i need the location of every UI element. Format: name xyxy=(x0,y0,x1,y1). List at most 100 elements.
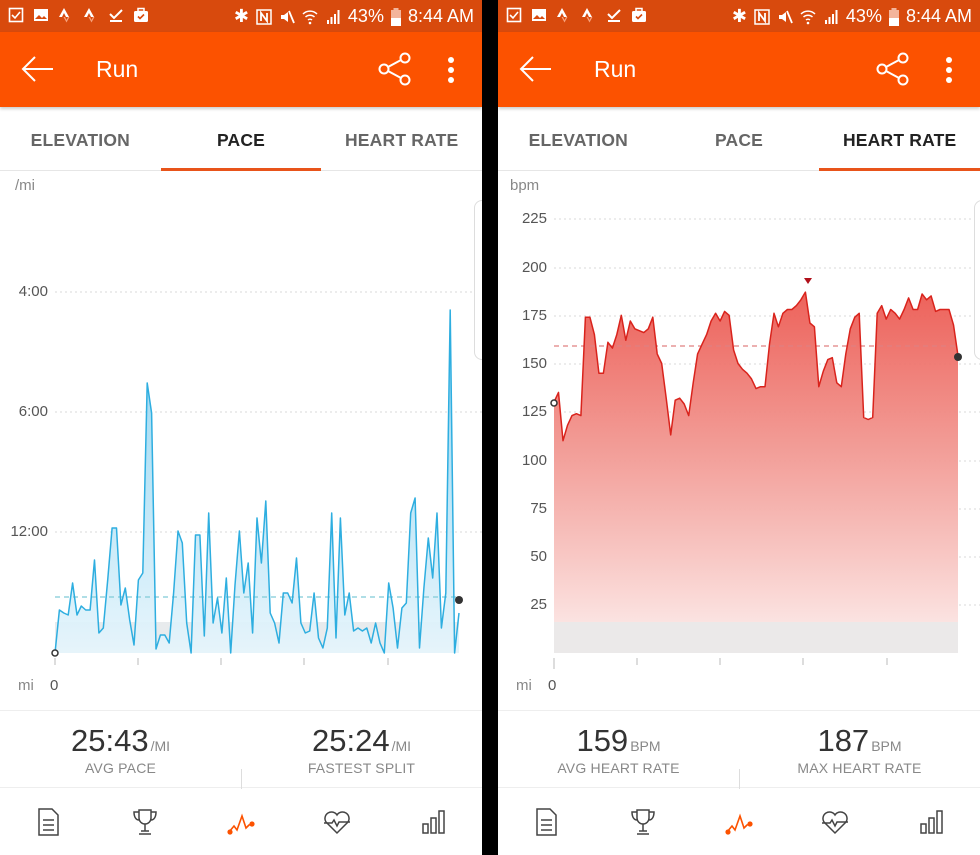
nav-heart[interactable] xyxy=(787,789,883,855)
bottom-nav xyxy=(498,789,980,855)
nav-achievements[interactable] xyxy=(594,789,690,855)
app-bar: Run xyxy=(0,32,482,107)
checkbox-note-icon xyxy=(8,7,24,23)
stat-unit: /MI xyxy=(391,738,412,754)
y-tick-label: 150 xyxy=(521,355,547,372)
x-tick-label: 0 xyxy=(548,677,557,694)
y-tick-label: 200 xyxy=(521,259,547,276)
image-icon xyxy=(532,9,546,21)
y-tick-label: 175 xyxy=(521,307,547,324)
end-point xyxy=(954,353,962,361)
nav-heart[interactable] xyxy=(289,789,385,855)
tab-heart-rate[interactable]: HEART RATE xyxy=(819,107,980,171)
share-icon[interactable] xyxy=(876,52,910,86)
stat-value: 25:24 xyxy=(311,723,390,758)
nav-achievements[interactable] xyxy=(96,789,192,855)
battery-percent: 43% xyxy=(347,6,384,26)
trophy-icon xyxy=(132,809,157,835)
side-drawer-handle[interactable] xyxy=(974,200,980,360)
y-tick-label: 50 xyxy=(530,548,547,565)
heart-rate-icon xyxy=(324,811,351,835)
hr-baseline-band xyxy=(554,622,958,653)
nav-overview[interactable] xyxy=(498,789,594,855)
battery-icon xyxy=(390,7,401,26)
briefcase-check-icon xyxy=(632,7,646,22)
document-icon xyxy=(38,808,59,836)
start-point xyxy=(51,649,59,657)
arrow-left-icon[interactable] xyxy=(518,54,552,84)
max-marker-icon xyxy=(804,278,812,284)
x-axis-unit: mi xyxy=(18,677,34,694)
nav-splits[interactable] xyxy=(386,789,482,855)
battery-percent: 43% xyxy=(845,6,882,26)
y-tick-label: 100 xyxy=(521,452,547,469)
bar-chart-icon xyxy=(422,810,445,834)
stat-label: AVG HEART RATE xyxy=(557,760,680,776)
heart-rate-icon xyxy=(822,811,849,835)
notification-icons xyxy=(8,7,149,23)
nfc-icon xyxy=(256,8,272,25)
download-done-icon xyxy=(109,9,123,22)
nav-overview[interactable] xyxy=(0,789,96,855)
heart-rate-chart[interactable]: bpm 225 200 175 150 125 100 75 50 25 mi … xyxy=(498,172,980,710)
status-bar: ✱ 43% 8:44 AM xyxy=(0,0,482,32)
more-vertical-icon[interactable] xyxy=(940,56,958,84)
page-title: Run xyxy=(96,56,139,82)
mute-icon xyxy=(778,10,793,23)
strava-icon xyxy=(84,8,95,23)
arrow-left-icon[interactable] xyxy=(20,54,54,84)
y-tick-label: 225 xyxy=(521,210,547,227)
image-icon xyxy=(34,9,48,21)
start-point xyxy=(550,399,558,407)
stat-max-heart-rate: 187 BPM MAX HEART RATE xyxy=(739,711,980,789)
stat-unit: BPM xyxy=(871,738,902,754)
nav-analysis[interactable] xyxy=(193,789,289,855)
y-tick-label: 12:00 xyxy=(10,523,48,540)
briefcase-check-icon xyxy=(134,7,148,22)
gridlines xyxy=(55,291,482,533)
x-ticks xyxy=(54,658,389,665)
chart-tabs: ELEVATION PACE HEART RATE xyxy=(0,107,482,171)
chart-tabs: ELEVATION PACE HEART RATE xyxy=(498,107,980,171)
stat-unit: /MI xyxy=(150,738,171,754)
page-title: Run xyxy=(594,56,637,82)
y-axis-unit: bpm xyxy=(510,177,540,194)
stat-avg-heart-rate: 159 BPM AVG HEART RATE xyxy=(498,711,739,787)
stat-fastest-split: 25:24/MI FASTEST SPLIT xyxy=(241,711,482,789)
signal-icon xyxy=(824,9,838,24)
y-tick-label: 75 xyxy=(530,500,547,517)
tab-pace[interactable]: PACE xyxy=(160,107,322,171)
nfc-icon xyxy=(754,8,770,25)
stat-value: 187 xyxy=(817,723,870,758)
strava-icon xyxy=(582,8,593,23)
stat-unit: BPM xyxy=(630,738,661,754)
x-axis-unit: mi xyxy=(516,677,532,694)
y-axis-unit: /mi xyxy=(15,177,35,194)
tab-elevation[interactable]: ELEVATION xyxy=(528,130,629,150)
more-vertical-icon[interactable] xyxy=(442,56,460,84)
x-ticks xyxy=(553,658,888,669)
end-point xyxy=(455,596,463,604)
nav-analysis[interactable] xyxy=(691,789,787,855)
share-icon[interactable] xyxy=(378,52,412,86)
status-bar: ✱ 43% 8:44 AM xyxy=(498,0,980,32)
stat-label: FASTEST SPLIT xyxy=(307,760,416,776)
clock: 8:44 AM xyxy=(905,6,972,26)
heart-rate-stats: 159 BPM AVG HEART RATE 187 BPM MAX HEART R… xyxy=(498,710,980,789)
trophy-icon xyxy=(630,809,655,835)
bottom-nav xyxy=(0,789,482,855)
mute-icon xyxy=(280,10,295,23)
side-drawer-handle[interactable] xyxy=(474,200,482,360)
document-icon xyxy=(536,808,557,836)
tab-pace[interactable]: PACE xyxy=(714,130,764,150)
y-tick-label: 125 xyxy=(521,403,547,420)
pace-screen: ✱ 43% 8:44 AM Run ELEVATION PACE HEART R… xyxy=(0,0,482,855)
tab-elevation[interactable]: ELEVATION xyxy=(30,130,131,150)
nav-splits[interactable] xyxy=(884,789,980,855)
system-icons: ✱ 43% 8:44 AM xyxy=(234,6,474,27)
y-tick-label: 4:00 xyxy=(18,283,48,300)
strava-icon xyxy=(557,8,568,23)
tab-heart-rate[interactable]: HEART RATE xyxy=(344,130,459,150)
pace-chart[interactable]: /mi 4:00 6:00 12:00 mi 0 xyxy=(0,172,482,710)
signal-icon xyxy=(326,9,340,24)
